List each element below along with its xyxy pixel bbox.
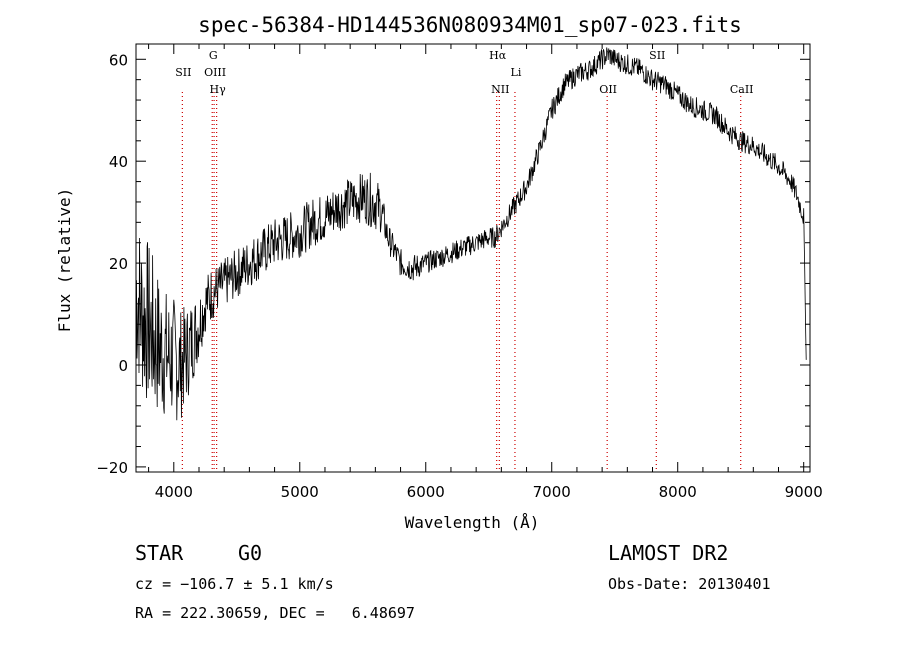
x-tick-label: 7000	[533, 483, 571, 501]
spectral-line-label: CaII	[730, 83, 754, 96]
object-subclass: G0	[238, 541, 263, 565]
spectral-line-label: NII	[491, 83, 509, 96]
x-tick-label: 4000	[155, 483, 193, 501]
spectral-line-label: Hα	[489, 49, 507, 62]
spectral-line-label: SII	[649, 49, 665, 62]
x-tick-label: 8000	[659, 483, 697, 501]
plot-frame	[135, 43, 811, 473]
y-tick-label: 40	[109, 153, 128, 171]
redshift-readout: cz = −106.7 ± 5.1 km/s	[135, 575, 334, 593]
observation-date: Obs-Date: 20130401	[608, 575, 771, 593]
x-tick-label: 6000	[407, 483, 445, 501]
spectral-line-label: Li	[511, 66, 522, 79]
spectrum-line	[135, 47, 807, 421]
x-axis-label: Wavelength (Å)	[405, 513, 540, 532]
spectral-line-label: SII	[175, 66, 191, 79]
survey-label: LAMOST DR2	[608, 541, 729, 565]
x-tick-label: 5000	[281, 483, 319, 501]
y-axis-label: Flux (relative)	[55, 188, 74, 333]
y-tick-label: 20	[109, 255, 128, 273]
spectral-line-label: Hγ	[210, 83, 227, 96]
spectral-line-label: G	[209, 49, 218, 62]
y-tick-label: 60	[109, 51, 128, 69]
object-class: STAR	[135, 541, 184, 565]
coordinates-readout: RA = 222.30659, DEC = 6.48697	[135, 604, 415, 622]
y-tick-label: 0	[118, 357, 128, 375]
y-tick-label: −20	[96, 459, 128, 477]
axis-ticks: 4000 5000 6000 7000 8000 9000 −20 0 20 40 60	[96, 44, 823, 501]
x-tick-label: 9000	[785, 483, 823, 501]
spectral-line-label: OIII	[204, 66, 226, 79]
chart-title: spec-56384-HD144536N080934M01_sp07-023.f…	[198, 13, 742, 37]
spectral-line-label: OII	[599, 83, 617, 96]
